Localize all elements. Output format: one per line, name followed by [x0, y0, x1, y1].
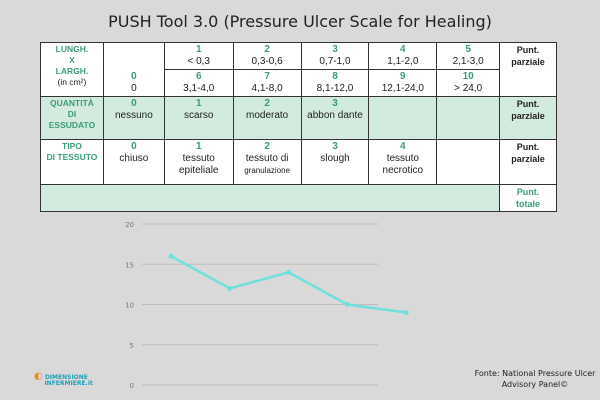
empty-cell — [368, 96, 438, 140]
row-label-size: LUNGH. X LARGH. (in cm²) — [40, 42, 104, 97]
y-tick-label: 10 — [125, 302, 134, 310]
size-cell: 2 0,3-0,6 — [232, 42, 302, 70]
data-point — [286, 269, 292, 275]
total-row-fill — [39, 184, 501, 212]
y-tick-label: 0 — [130, 382, 134, 390]
page-title: PUSH Tool 3.0 (Pressure Ulcer Scale for … — [108, 12, 492, 31]
data-point — [403, 310, 409, 316]
tissue-cell: 0 chiuso — [102, 139, 165, 185]
exudate-cell: 3 abbon dante — [300, 96, 370, 140]
tissue-cell: 1 tessuto epiteliale — [163, 139, 234, 185]
row-label-tissue: TIPO DI TESSUTO — [40, 139, 104, 185]
size-cell: 5 2,1-3,0 — [436, 42, 501, 70]
size-cell: 10 > 24,0 — [436, 69, 501, 97]
size-cell: 1 < 0,3 — [163, 42, 234, 70]
row-label-exudate: QUANTITÀ DI ESSUDATO — [40, 96, 104, 140]
data-point — [227, 285, 233, 291]
exudate-cell: 0 nessuno — [102, 96, 165, 140]
size-cell: 6 3,1-4,0 — [163, 69, 234, 97]
total-score: Punt. totale — [499, 184, 557, 212]
tissue-cell: 4 tessuto necrotico — [368, 139, 438, 185]
exudate-cell: 1 scarso — [163, 96, 234, 140]
size-cell: 9 12,1-24,0 — [368, 69, 438, 97]
partial-score-3: Punt. parziale — [499, 139, 557, 185]
partial-score-1: Punt. parziale — [499, 42, 557, 97]
y-tick-label: 15 — [125, 261, 134, 269]
data-point — [168, 253, 174, 259]
size-cell: 4 1,1-2,0 — [368, 42, 438, 70]
tissue-cell: 2 tessuto di granulazione — [232, 139, 302, 185]
partial-score-2: Punt. parziale — [499, 96, 557, 140]
size-cell: 3 0,7-1,0 — [300, 42, 370, 70]
y-tick-label: 5 — [130, 342, 134, 350]
y-tick-label: 20 — [125, 221, 134, 229]
data-point — [344, 302, 350, 307]
tissue-cell: 3 slough — [300, 139, 370, 185]
size-cell: 8 8,1-12,0 — [300, 69, 370, 97]
exudate-cell: 2 moderato — [232, 96, 302, 140]
source-note: Fonte: National Pressure Ulcer Advisory P… — [474, 369, 596, 389]
empty-cell — [436, 96, 501, 140]
score-line-chart: 0 5 10 15 20 — [125, 221, 409, 390]
logo: ◐ DIMENSIONE INFERMIERE.it — [34, 371, 93, 387]
empty-cell — [436, 139, 501, 185]
size-cell: 7 4,1-8,0 — [232, 69, 302, 97]
